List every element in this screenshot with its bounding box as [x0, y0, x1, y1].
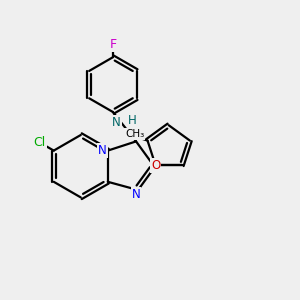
Text: N: N — [98, 144, 107, 157]
Text: F: F — [109, 38, 116, 51]
Text: Cl: Cl — [34, 136, 46, 149]
Text: CH₃: CH₃ — [125, 129, 144, 139]
Text: N: N — [112, 116, 121, 129]
Text: H: H — [128, 114, 136, 127]
Text: N: N — [132, 188, 140, 201]
Text: O: O — [151, 159, 160, 172]
